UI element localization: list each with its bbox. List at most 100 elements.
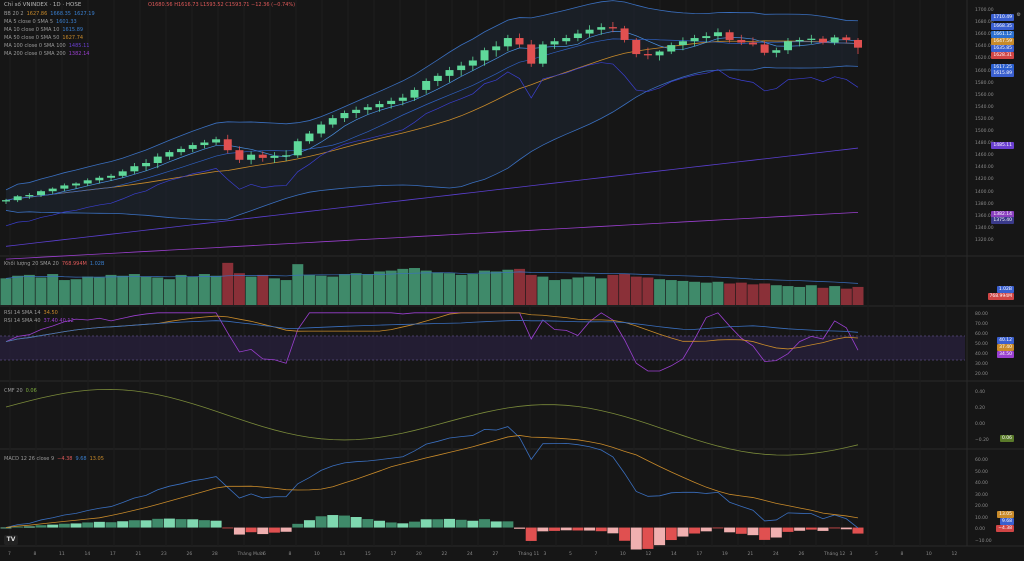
macd-histogram-bar xyxy=(23,526,35,528)
candle-body xyxy=(200,142,209,146)
rsi-axis-label: 40.00 xyxy=(975,352,988,357)
time-axis-label: 19 xyxy=(722,552,728,557)
candle-body xyxy=(282,155,291,157)
macd-histogram-bar xyxy=(665,527,677,541)
macd-histogram-bar xyxy=(840,527,852,530)
legend-ma5[interactable]: MA 5 close 0 SMA 5 1601.33 xyxy=(4,19,77,25)
candle-body xyxy=(480,50,489,61)
candle-body xyxy=(538,44,547,64)
volume-bar xyxy=(747,284,759,305)
symbol-title[interactable]: Chỉ số VNINDEX · 1D · HOSE xyxy=(4,2,82,8)
legend-ma100[interactable]: MA 100 close 0 SMA 100 1485.11 xyxy=(4,43,90,49)
time-axis-label: 23 xyxy=(161,552,167,557)
volume-bar xyxy=(128,274,140,305)
volume-bar xyxy=(735,282,747,305)
volume-bar xyxy=(222,262,234,305)
candle-body xyxy=(83,180,92,184)
time-axis-label: 12 xyxy=(645,552,652,557)
time-axis-label: 14 xyxy=(671,552,677,557)
candle-body xyxy=(690,38,699,42)
candle-body xyxy=(527,44,536,64)
legend-macd[interactable]: MACD 12 26 close 9 −4.38 9.68 13.05 xyxy=(4,456,104,462)
price-axis-label: 1420.00 xyxy=(975,177,994,183)
time-axis-label: 24 xyxy=(773,552,779,557)
macd-histogram-bar xyxy=(782,527,794,532)
macd-histogram-bar xyxy=(187,519,199,528)
macd-histogram-bar xyxy=(490,521,502,528)
candle-body xyxy=(854,39,862,48)
macd-histogram-bar xyxy=(397,523,409,528)
macd-histogram-bar xyxy=(292,523,304,528)
macd-histogram-bar xyxy=(70,523,82,528)
legend-ma200[interactable]: MA 200 close 0 SMA 200 1382.14 xyxy=(4,51,90,57)
volume-bar xyxy=(817,287,829,305)
volume-bar xyxy=(350,273,362,305)
macd-histogram-bar xyxy=(350,517,362,528)
macd-histogram-bar xyxy=(514,527,526,529)
price-axis-label: 1580.00 xyxy=(975,80,994,86)
volume-bar xyxy=(257,274,269,305)
price-tag: 1661.12 xyxy=(991,31,1014,38)
volume-bar xyxy=(700,282,712,305)
volume-bar xyxy=(140,276,152,305)
legend-volume[interactable]: Khối lượng 20 SMA 20 768.994M 1.02B xyxy=(4,261,105,267)
candle-body xyxy=(212,139,221,143)
candle-body xyxy=(503,38,512,47)
volume-bar xyxy=(152,277,164,305)
price-tag: 1647.59 xyxy=(991,38,1014,45)
legend-cmf[interactable]: CMF 20 0.06 xyxy=(4,388,37,394)
candle-body xyxy=(60,185,69,189)
macd-histogram-bar xyxy=(0,527,12,529)
volume-bar xyxy=(782,286,794,305)
price-tag: 1485.11 xyxy=(991,142,1014,149)
volume-bar xyxy=(163,279,175,305)
volume-bar xyxy=(712,281,724,305)
volume-bar xyxy=(467,274,479,305)
volume-bar xyxy=(840,288,852,305)
volume-bar xyxy=(619,274,631,305)
price-axis-label: 1600.00 xyxy=(975,68,994,74)
macd-histogram-bar xyxy=(12,526,24,528)
candle-body xyxy=(573,33,582,39)
volume-bar xyxy=(654,279,666,305)
macd-histogram-bar xyxy=(140,520,152,528)
time-axis-label: Tháng 12 xyxy=(824,552,846,557)
price-tag: 1710.49 xyxy=(991,14,1014,21)
macd-histogram-bar xyxy=(619,527,631,541)
volume-bar xyxy=(479,270,491,305)
macd-histogram-bar xyxy=(525,527,537,541)
volume-bar xyxy=(444,273,456,305)
candle-body xyxy=(25,195,34,197)
macd-histogram-bar xyxy=(327,515,339,528)
volume-bar xyxy=(93,277,105,305)
tradingview-logo-icon[interactable]: TV xyxy=(4,535,18,545)
macd-histogram-bar xyxy=(724,527,736,533)
macd-histogram-bar xyxy=(549,527,561,531)
legend-bb[interactable]: BB 20 2 1627.86 1668.35 1627.19 xyxy=(4,11,95,17)
volume-bar xyxy=(607,274,619,305)
volume-bar xyxy=(408,268,420,305)
volume-bar xyxy=(805,285,817,305)
macd-histogram-bar xyxy=(654,527,666,546)
candle-body xyxy=(258,154,267,158)
legend-ma10[interactable]: MA 10 close 0 SMA 10 1615.89 xyxy=(4,27,84,33)
volume-bar xyxy=(327,276,339,305)
macd-axis-label: −10.00 xyxy=(975,538,992,544)
time-axis-label: 8 xyxy=(33,552,37,557)
legend-rsi[interactable]: RSI 14 SMA 14 34.50 xyxy=(4,310,58,316)
macd-histogram-bar xyxy=(537,527,549,532)
legend-rsi-sma[interactable]: RSI 14 SMA 40 37.40 40.12 xyxy=(4,318,74,324)
price-tag: 1668.35 xyxy=(991,23,1014,30)
volume-bar xyxy=(630,276,642,305)
candle-body xyxy=(562,38,571,42)
macd-histogram-bar xyxy=(82,522,94,528)
legend-ma50[interactable]: MA 50 close 0 SMA 50 1627.74 xyxy=(4,35,84,41)
price-scale-settings-icon[interactable]: ⚙ xyxy=(1016,12,1021,18)
macd-histogram-bar xyxy=(163,518,175,528)
macd-histogram-bar xyxy=(770,527,782,538)
rsi-tag: 40.12 xyxy=(997,337,1014,344)
macd-axis-label: 10.00 xyxy=(975,515,988,521)
volume-bar xyxy=(385,270,397,305)
volume-bar xyxy=(373,271,385,305)
